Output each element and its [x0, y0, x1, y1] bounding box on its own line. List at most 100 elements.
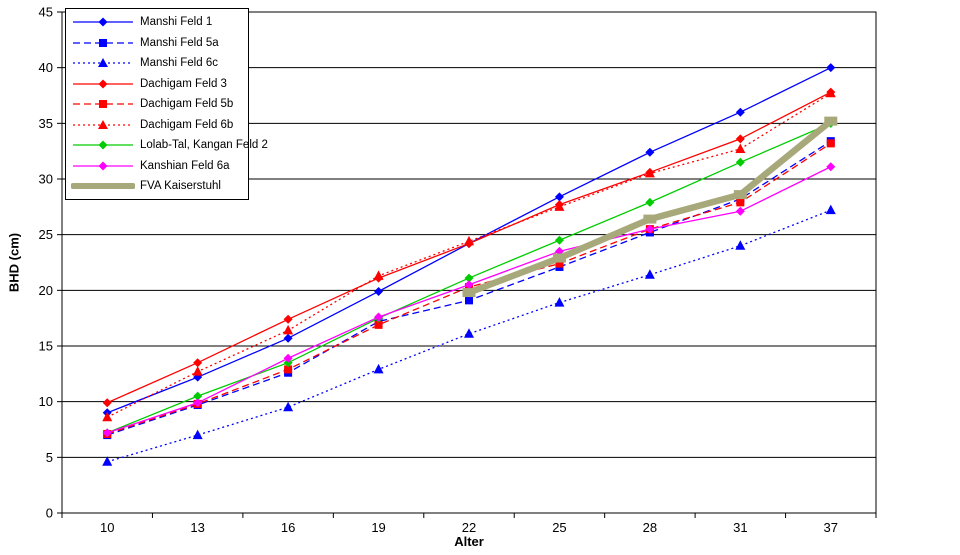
band-marker — [824, 116, 838, 126]
x-tick-label: 25 — [552, 520, 566, 535]
square-marker — [284, 365, 293, 374]
diamond-marker — [193, 391, 203, 401]
diamond-marker — [554, 235, 564, 245]
y-tick-label: 20 — [39, 283, 53, 298]
triangle-marker — [464, 235, 474, 246]
triangle-marker — [825, 87, 836, 98]
legend-line-sample — [73, 38, 133, 47]
legend-item: Lolab-Tal, Kangan Feld 2 — [66, 135, 268, 156]
triangle-marker — [464, 328, 474, 338]
x-axis-title: Alter — [454, 534, 484, 549]
diamond-marker — [374, 286, 384, 296]
x-tick-label: 19 — [371, 520, 385, 535]
diamond-marker — [102, 428, 112, 438]
legend-line-sample — [71, 183, 135, 190]
legend-item: Manshi Feld 5a — [66, 33, 248, 54]
legend-line-sample — [73, 100, 133, 109]
band-marker — [643, 214, 657, 224]
legend-label: Dachigam Feld 6b — [140, 118, 234, 131]
legend-item: FVA Kaiserstuhl — [66, 176, 248, 197]
triangle-marker — [735, 143, 746, 153]
y-tick-label: 5 — [46, 450, 53, 465]
legend-item: Kanshian Feld 6a — [66, 156, 248, 177]
triangle-marker — [644, 269, 655, 279]
legend-label: Kanshian Feld 6a — [140, 159, 230, 172]
y-tick-label: 40 — [39, 60, 53, 75]
diamond-marker — [826, 162, 836, 172]
legend-label: Dachigam Feld 3 — [140, 77, 227, 90]
legend-item: Dachigam Feld 5b — [66, 94, 248, 115]
y-tick-label: 45 — [39, 5, 53, 20]
legend-label: FVA Kaiserstuhl — [140, 180, 221, 193]
legend-line-sample — [73, 161, 133, 171]
diamond-marker — [645, 197, 655, 207]
x-tick-label: 10 — [100, 520, 114, 535]
legend-line-sample — [73, 119, 133, 129]
diamond-marker — [102, 398, 112, 408]
triangle-marker — [735, 240, 746, 250]
x-tick-label: 31 — [733, 520, 747, 535]
triangle-marker — [644, 167, 655, 178]
diamond-marker — [735, 157, 745, 167]
y-tick-label: 30 — [39, 172, 53, 187]
diamond-marker — [283, 333, 293, 343]
x-tick-label: 37 — [824, 520, 838, 535]
square-marker — [826, 139, 835, 148]
triangle-marker — [192, 366, 203, 376]
square-marker — [465, 296, 473, 305]
plot-border — [61, 11, 877, 514]
diamond-marker — [826, 63, 836, 73]
square-marker — [736, 198, 745, 207]
triangle-marker — [283, 324, 294, 335]
diamond-marker — [464, 273, 474, 283]
x-tick-label: 16 — [281, 520, 295, 535]
diamond-marker — [645, 224, 655, 234]
diamond-marker — [554, 192, 564, 202]
band-marker — [733, 190, 747, 200]
triangle-marker — [554, 201, 565, 211]
chart-legend: Manshi Feld 1 Manshi Feld 5a Manshi Feld 6… — [65, 8, 268, 200]
diamond-marker — [735, 206, 745, 216]
legend-item: Dachigam Feld 3 — [66, 74, 248, 95]
legend-label: Manshi Feld 6c — [140, 57, 218, 70]
x-tick-label: 13 — [190, 520, 204, 535]
legend-line-sample — [73, 58, 133, 68]
diamond-marker — [735, 107, 745, 117]
y-tick-label: 25 — [39, 227, 53, 242]
legend-label: Manshi Feld 5a — [140, 36, 219, 49]
square-marker — [374, 320, 383, 329]
triangle-marker — [373, 363, 384, 374]
y-tick-label: 0 — [46, 506, 53, 521]
series-line — [107, 209, 832, 463]
x-tick-label: 28 — [643, 520, 657, 535]
diamond-marker — [283, 314, 293, 324]
y-tick-label: 15 — [39, 339, 53, 354]
diamond-marker — [645, 147, 655, 157]
legend-label: Lolab-Tal, Kangan Feld 2 — [140, 139, 268, 152]
diamond-marker — [464, 280, 474, 290]
legend-label: Manshi Feld 1 — [140, 16, 213, 29]
legend-line-sample — [73, 17, 133, 27]
band-marker — [552, 253, 566, 263]
triangle-marker — [825, 204, 836, 215]
legend-item: Manshi Feld 6c — [66, 53, 248, 74]
triangle-marker — [283, 401, 294, 412]
legend-item: Manshi Feld 1 — [66, 12, 248, 33]
diamond-marker — [193, 358, 203, 368]
triangle-marker — [554, 297, 565, 307]
band-marker — [462, 288, 476, 298]
y-axis-title: BHD (cm) — [6, 232, 22, 293]
diamond-marker — [374, 312, 384, 322]
triangle-marker — [373, 270, 384, 280]
x-tick-label: 22 — [462, 520, 476, 535]
y-tick-label: 10 — [39, 394, 53, 409]
square-marker — [555, 259, 564, 268]
diamond-marker — [735, 134, 745, 144]
legend-line-sample — [73, 79, 133, 89]
y-tick-label: 35 — [39, 116, 53, 131]
diamond-marker — [283, 353, 293, 363]
triangle-marker — [102, 411, 113, 422]
triangle-marker — [192, 429, 203, 440]
